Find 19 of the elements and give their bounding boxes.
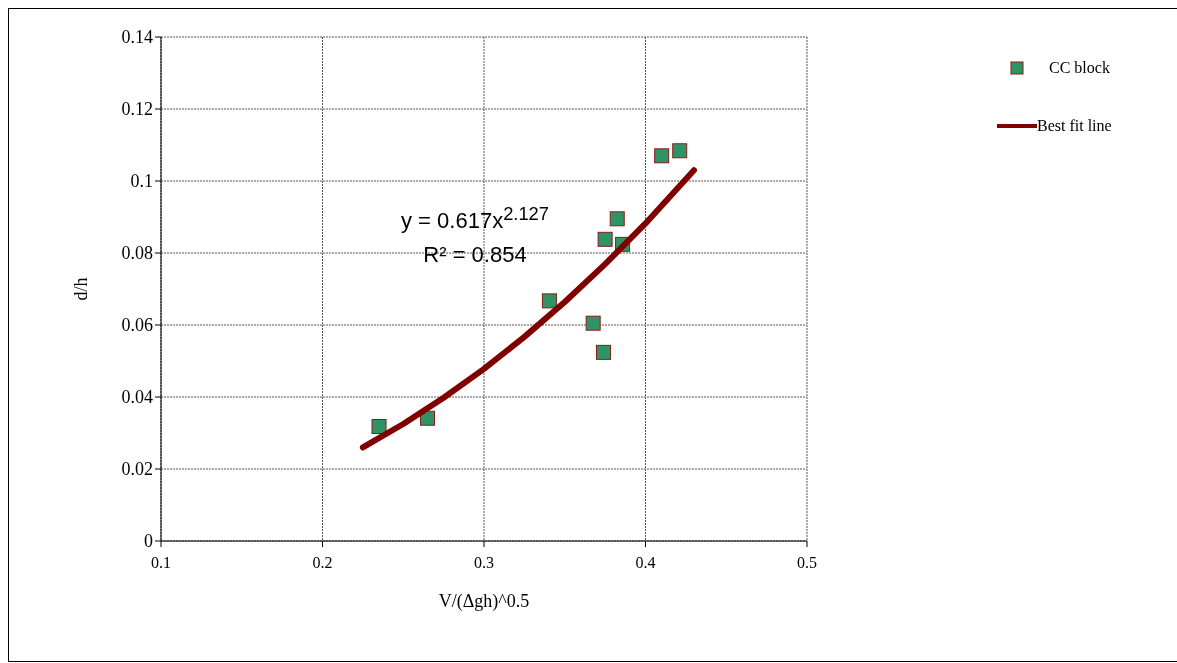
y-tick-label: 0 [144, 531, 153, 552]
y-tick-label: 0.08 [121, 243, 153, 264]
x-tick-label: 0.2 [312, 554, 333, 572]
legend-label: Best fit line [1037, 117, 1112, 135]
y-tick-label: 0.1 [130, 171, 153, 192]
annotation: R² = 0.854 [422, 241, 528, 270]
y-axis-title: d/h [71, 277, 92, 301]
x-tick-label: 0.3 [474, 554, 494, 572]
y-tick-label: 0.14 [121, 27, 153, 48]
x-tick-label: 0.1 [151, 554, 171, 572]
y-tick-label: 0.12 [121, 99, 153, 120]
x-axis-title: V/(Δgh)^0.5 [438, 591, 530, 612]
x-tick-label: 0.5 [797, 554, 817, 572]
y-tick-label: 0.02 [121, 459, 153, 480]
y-tick-label: 0.06 [121, 315, 153, 336]
legend-label: CC block [1049, 59, 1110, 77]
y-tick-label: 0.04 [121, 387, 153, 408]
x-tick-label: 0.4 [635, 554, 656, 572]
annotation: y = 0.617x$^{2.127}$ [401, 202, 550, 236]
